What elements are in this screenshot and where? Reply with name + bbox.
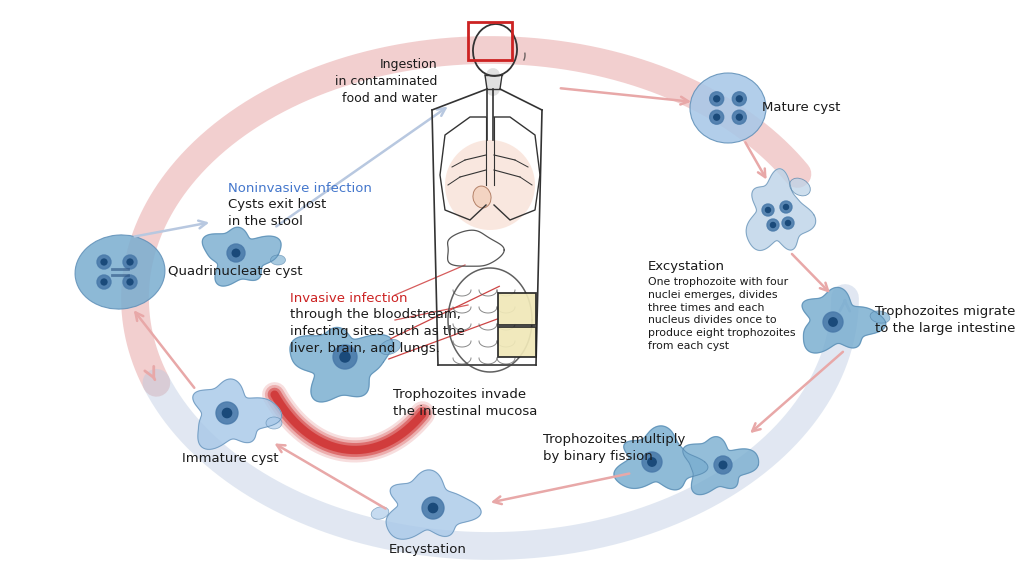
Circle shape — [732, 110, 746, 124]
Text: Trophozoites migrate
to the large intestine: Trophozoites migrate to the large intest… — [874, 305, 1016, 335]
Polygon shape — [614, 426, 708, 490]
Polygon shape — [203, 228, 281, 286]
Ellipse shape — [266, 417, 282, 429]
Circle shape — [766, 207, 770, 213]
Circle shape — [767, 219, 779, 231]
Text: Cysts exit host
in the stool: Cysts exit host in the stool — [228, 198, 327, 228]
Circle shape — [719, 461, 727, 469]
Circle shape — [823, 312, 843, 332]
Circle shape — [123, 275, 137, 289]
Circle shape — [736, 96, 742, 102]
Circle shape — [714, 456, 732, 474]
Circle shape — [101, 259, 106, 265]
Circle shape — [770, 222, 775, 228]
Circle shape — [232, 249, 240, 257]
Ellipse shape — [371, 507, 389, 519]
Circle shape — [828, 318, 838, 326]
Circle shape — [216, 402, 238, 424]
Circle shape — [780, 201, 792, 213]
Circle shape — [736, 114, 742, 120]
Ellipse shape — [870, 311, 890, 323]
Text: Encystation: Encystation — [389, 543, 467, 556]
Circle shape — [714, 96, 720, 102]
Text: Immature cyst: Immature cyst — [181, 452, 279, 465]
Circle shape — [428, 503, 437, 513]
Circle shape — [101, 279, 106, 285]
Circle shape — [642, 452, 662, 472]
Ellipse shape — [445, 140, 535, 230]
Circle shape — [97, 275, 111, 289]
Circle shape — [422, 497, 444, 519]
Circle shape — [123, 255, 137, 269]
Text: Quadrinucleate cyst: Quadrinucleate cyst — [168, 266, 302, 279]
Circle shape — [785, 221, 791, 226]
Text: Excystation: Excystation — [648, 260, 725, 273]
Circle shape — [714, 114, 720, 120]
FancyBboxPatch shape — [498, 327, 536, 357]
Circle shape — [340, 352, 350, 362]
FancyBboxPatch shape — [498, 293, 536, 325]
Ellipse shape — [690, 73, 766, 143]
Circle shape — [710, 92, 724, 106]
Circle shape — [97, 255, 111, 269]
Text: Mature cyst: Mature cyst — [762, 100, 841, 113]
Ellipse shape — [473, 186, 492, 208]
Ellipse shape — [379, 339, 400, 355]
Polygon shape — [683, 437, 759, 495]
Polygon shape — [746, 169, 816, 251]
Polygon shape — [802, 287, 886, 353]
Text: Ingestion
in contaminated
food and water: Ingestion in contaminated food and water — [335, 58, 437, 105]
Polygon shape — [290, 327, 392, 402]
Text: Trophozoites invade
the intestinal mucosa: Trophozoites invade the intestinal mucos… — [393, 388, 538, 418]
Text: Invasive infection: Invasive infection — [290, 292, 408, 305]
Ellipse shape — [75, 235, 165, 309]
Polygon shape — [193, 379, 282, 449]
Circle shape — [227, 244, 245, 262]
Circle shape — [732, 92, 746, 106]
Text: Trophozoites multiply
by binary fission: Trophozoites multiply by binary fission — [543, 433, 685, 463]
Circle shape — [127, 259, 133, 265]
Text: One trophozoite with four
nuclei emerges, divides
three times and each
nucleus d: One trophozoite with four nuclei emerges… — [648, 277, 796, 351]
Circle shape — [333, 345, 357, 369]
Polygon shape — [386, 470, 481, 539]
Circle shape — [710, 110, 724, 124]
Circle shape — [648, 458, 656, 466]
Circle shape — [222, 408, 231, 418]
Circle shape — [127, 279, 133, 285]
Ellipse shape — [790, 178, 810, 196]
Circle shape — [782, 217, 794, 229]
Circle shape — [762, 204, 774, 216]
Circle shape — [783, 204, 788, 210]
Text: through the bloodstream,
infecting sites such as the
liver, brain, and lungs.: through the bloodstream, infecting sites… — [290, 308, 465, 355]
Ellipse shape — [270, 255, 286, 265]
Text: Noninvasive infection: Noninvasive infection — [228, 182, 372, 195]
